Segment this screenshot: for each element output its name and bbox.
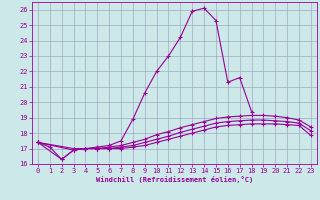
X-axis label: Windchill (Refroidissement éolien,°C): Windchill (Refroidissement éolien,°C) <box>96 176 253 183</box>
